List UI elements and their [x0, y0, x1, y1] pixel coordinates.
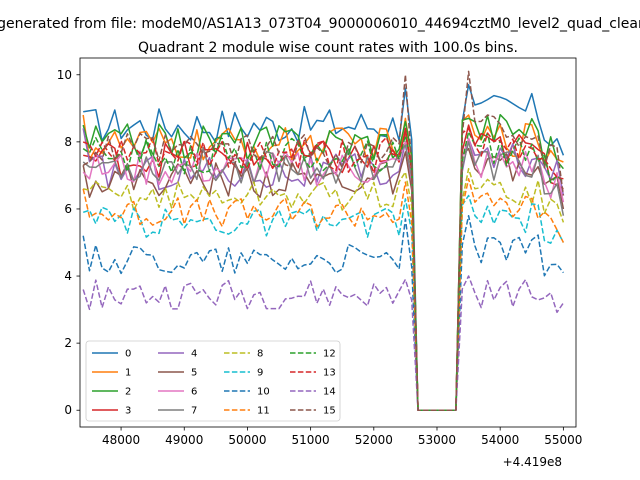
legend-label-8: 8: [257, 349, 263, 360]
series-line-0: [83, 84, 565, 411]
legend-label-12: 12: [323, 349, 336, 360]
x-axis: 48000 49000 50000 51000 52000 53000 54000 55000: [102, 427, 582, 447]
legend-label-14: 14: [323, 387, 336, 398]
series-line-6: [82, 137, 565, 411]
series-line-9: [82, 194, 565, 411]
series-line-8: [83, 167, 565, 411]
series-line-15: [82, 70, 565, 411]
y-tick-label: 10: [57, 68, 72, 82]
legend-label-13: 13: [323, 368, 336, 379]
x-tick-label: 50000: [228, 433, 266, 447]
y-tick-label: 8: [64, 135, 72, 149]
series-group: [82, 70, 565, 411]
series-line-13: [82, 127, 564, 411]
legend-label-7: 7: [191, 406, 197, 417]
chart-title: Quadrant 2 module wise count rates with …: [138, 40, 518, 56]
y-tick-label: 2: [64, 336, 72, 350]
series-line-10: [82, 214, 564, 411]
x-offset-label: +4.419e8: [503, 455, 562, 469]
x-tick-label: 52000: [355, 433, 393, 447]
legend-label-2: 2: [125, 387, 131, 398]
legend-label-4: 4: [191, 349, 197, 360]
x-tick-label: 54000: [481, 433, 519, 447]
legend-label-1: 1: [125, 368, 131, 379]
series-line-12: [82, 131, 564, 411]
legend-box: [85, 340, 341, 422]
x-tick-label: 49000: [165, 433, 203, 447]
y-tick-label: 6: [64, 202, 72, 216]
legend-label-0: 0: [125, 349, 131, 360]
x-tick-label: 51000: [292, 433, 330, 447]
legend-label-9: 9: [257, 368, 263, 379]
series-line-7: [82, 141, 565, 411]
legend-label-11: 11: [257, 406, 270, 417]
y-tick-label: 4: [64, 269, 72, 283]
legend-label-5: 5: [191, 368, 197, 379]
y-axis: 0 2 4 6 8 10: [57, 68, 80, 417]
legend-label-3: 3: [125, 406, 131, 417]
x-tick-label: 53000: [418, 433, 456, 447]
series-line-14: [82, 275, 565, 411]
y-tick-label: 0: [64, 403, 72, 417]
legend-label-15: 15: [323, 406, 336, 417]
x-tick-label: 55000: [544, 433, 582, 447]
x-tick-label: 48000: [102, 433, 140, 447]
plot-area: [79, 57, 577, 428]
plot-frame: [79, 57, 577, 428]
legend-label-10: 10: [257, 387, 270, 398]
legend-label-6: 6: [191, 387, 197, 398]
figure-suptitle: Plot generated from file: modeM0/AS1A13_…: [0, 16, 640, 32]
